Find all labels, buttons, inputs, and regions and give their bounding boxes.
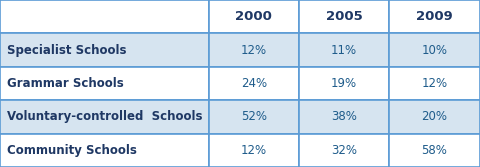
Bar: [209, 134, 299, 167]
Bar: [299, 33, 389, 67]
Text: 32%: 32%: [331, 144, 357, 157]
Bar: [0, 67, 209, 100]
Bar: [299, 100, 389, 134]
Bar: [299, 134, 389, 167]
Text: 52%: 52%: [241, 110, 267, 123]
Bar: [389, 100, 480, 134]
Bar: [389, 0, 480, 33]
Text: 12%: 12%: [421, 77, 447, 90]
Text: 12%: 12%: [241, 144, 267, 157]
Bar: [389, 134, 480, 167]
Bar: [209, 67, 299, 100]
Text: Voluntary-controlled  Schools: Voluntary-controlled Schools: [7, 110, 203, 123]
Text: 24%: 24%: [241, 77, 267, 90]
Text: Community Schools: Community Schools: [7, 144, 137, 157]
Text: 12%: 12%: [241, 44, 267, 57]
Bar: [209, 33, 299, 67]
Text: 11%: 11%: [331, 44, 357, 57]
Text: 20%: 20%: [421, 110, 447, 123]
Text: 19%: 19%: [331, 77, 357, 90]
Text: Grammar Schools: Grammar Schools: [7, 77, 124, 90]
Text: 38%: 38%: [331, 110, 357, 123]
Bar: [209, 0, 299, 33]
Bar: [299, 0, 389, 33]
Bar: [0, 33, 209, 67]
Bar: [0, 100, 209, 134]
Text: 2005: 2005: [326, 10, 362, 23]
Text: 2000: 2000: [236, 10, 272, 23]
Bar: [0, 134, 209, 167]
Bar: [209, 100, 299, 134]
Bar: [299, 67, 389, 100]
Text: Specialist Schools: Specialist Schools: [7, 44, 127, 57]
Bar: [0, 0, 209, 33]
Bar: [389, 67, 480, 100]
Bar: [389, 33, 480, 67]
Text: 10%: 10%: [421, 44, 447, 57]
Text: 2009: 2009: [416, 10, 453, 23]
Text: 58%: 58%: [421, 144, 447, 157]
